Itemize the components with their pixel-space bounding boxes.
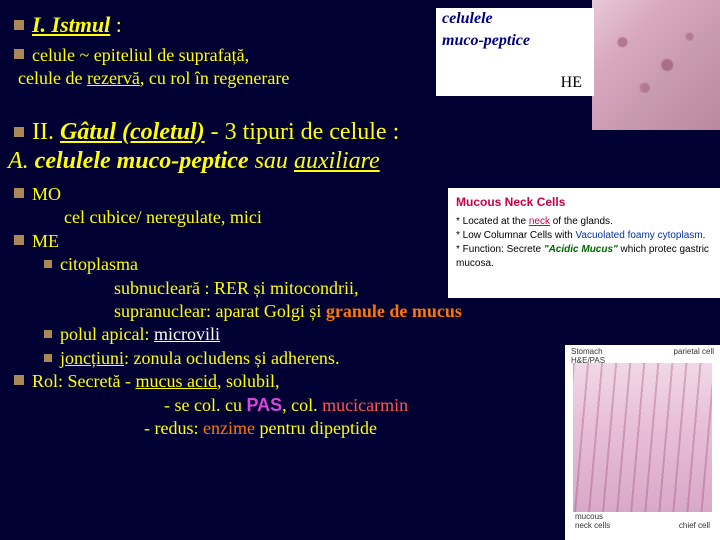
heading-gatul: II. Gâtul (coletul) - 3 tipuri de celule…	[14, 119, 708, 146]
list-cito: citoplasma	[44, 253, 708, 276]
list-rol2: - se col. cu PAS, col. mucicarmin	[164, 394, 708, 417]
list-mo: MO	[14, 183, 708, 206]
bullet-icon	[14, 49, 24, 59]
bullet-icon	[44, 354, 52, 362]
list-apical: polul apical: microvili	[44, 323, 708, 346]
list-rol3: - redus: enzime pentru dipeptide	[144, 417, 708, 440]
list-rol: Rol: Secretă - mucus acid, solubil,	[14, 370, 708, 393]
bullet-icon	[14, 20, 24, 30]
bullet-icon	[14, 375, 24, 385]
bullet-icon	[14, 127, 24, 137]
bullet-icon	[14, 188, 24, 198]
list-me: ME	[14, 230, 708, 253]
list-cito-sub1: subnucleară : RER și mitocondrii,	[114, 277, 708, 300]
istmul-sub1: celule ~ epiteliul de suprafață,	[14, 44, 708, 67]
label-box-top: celulele muco-peptice HE	[436, 8, 594, 96]
slide-content: I. Istmul : celule ~ epiteliul de supraf…	[0, 0, 720, 452]
list-jonctiuni: joncțiuni: zonula ocludens și adherens.	[44, 347, 708, 370]
heading-auxiliare: A. celulele muco-peptice sau auxiliare	[8, 148, 708, 175]
istmul-sub2: celule de rezervă, cu rol în regenerare	[18, 67, 708, 90]
bullet-icon	[44, 260, 52, 268]
label-mucopeptice: muco-peptice	[436, 30, 594, 52]
label-celulele: celulele	[436, 8, 594, 30]
img-caption-chief: chief cell	[679, 521, 710, 530]
list-cito-sub2: supranuclear: aparat Golgi și granule de…	[114, 300, 708, 323]
img-caption-mucous: mucous neck cells	[575, 512, 610, 530]
bullet-icon	[14, 235, 24, 245]
heading-istmul: I. Istmul :	[14, 12, 708, 38]
details-list: MO cel cubice/ neregulate, mici ME citop…	[4, 183, 708, 440]
list-mo-sub: cel cubice/ neregulate, mici	[64, 206, 708, 229]
bullet-icon	[44, 330, 52, 338]
stain-label-he: HE	[561, 74, 582, 92]
